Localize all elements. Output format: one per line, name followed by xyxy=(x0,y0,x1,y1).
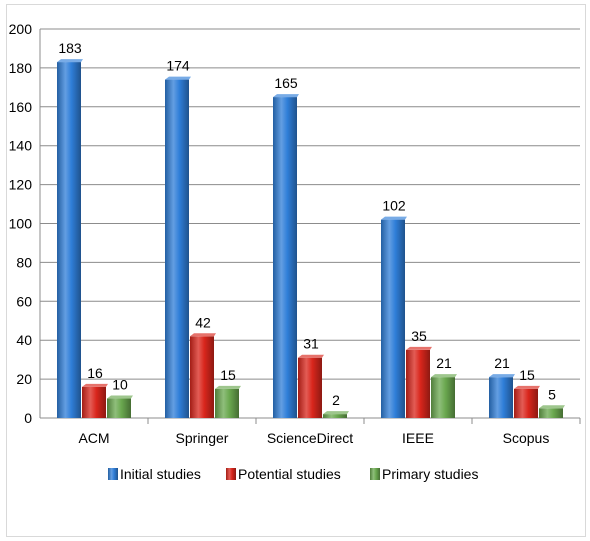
bar-cap-initial-studies-scopus xyxy=(489,374,515,378)
bar-potential-studies-scopus xyxy=(514,388,538,418)
data-label-primary-studies-sciencedirect: 2 xyxy=(332,392,340,408)
data-label-primary-studies-acm: 10 xyxy=(112,377,128,393)
y-tick-label-140: 140 xyxy=(9,138,33,154)
x-tick-label-springer: Springer xyxy=(176,430,229,446)
bar-primary-studies-sciencedirect xyxy=(323,414,347,418)
bar-cap-potential-studies-sciencedirect xyxy=(298,354,324,358)
y-tick-label-0: 0 xyxy=(24,410,32,426)
legend-swatch-primary-studies xyxy=(370,468,380,480)
bar-cap-potential-studies-acm xyxy=(82,383,108,387)
data-label-potential-studies-scopus: 15 xyxy=(519,367,535,383)
bar-cap-potential-studies-springer xyxy=(190,333,216,337)
bar-potential-studies-ieee xyxy=(406,349,430,418)
x-tick-label-ieee: IEEE xyxy=(402,430,434,446)
legend-label-primary-studies: Primary studies xyxy=(382,466,478,482)
bar-cap-potential-studies-scopus xyxy=(514,385,540,389)
y-tick-label-160: 160 xyxy=(9,99,33,115)
y-tick-label-180: 180 xyxy=(9,60,33,76)
legend-label-initial-studies: Initial studies xyxy=(120,466,201,482)
bar-cap-primary-studies-acm xyxy=(107,395,133,399)
bar-cap-initial-studies-acm xyxy=(57,59,83,63)
data-label-initial-studies-springer: 174 xyxy=(166,58,190,74)
bar-potential-studies-acm xyxy=(82,386,106,418)
bar-primary-studies-ieee xyxy=(431,377,455,418)
y-tick-label-80: 80 xyxy=(16,254,32,270)
bar-cap-initial-studies-sciencedirect xyxy=(273,94,299,98)
bar-primary-studies-springer xyxy=(215,388,239,418)
data-label-potential-studies-acm: 16 xyxy=(87,365,103,381)
data-label-primary-studies-scopus: 5 xyxy=(548,386,556,402)
bar-initial-studies-acm xyxy=(57,62,81,418)
legend-label-potential-studies: Potential studies xyxy=(238,466,341,482)
legend-swatch-potential-studies xyxy=(226,468,236,480)
bar-initial-studies-springer xyxy=(165,79,189,418)
data-label-primary-studies-ieee: 21 xyxy=(436,355,452,371)
x-tick-label-sciencedirect: ScienceDirect xyxy=(267,430,353,446)
bar-potential-studies-springer xyxy=(190,336,214,418)
data-label-potential-studies-springer: 42 xyxy=(195,314,211,330)
bar-cap-initial-studies-ieee xyxy=(381,216,407,220)
bar-potential-studies-sciencedirect xyxy=(298,357,322,418)
y-tick-label-100: 100 xyxy=(9,216,33,232)
bar-cap-potential-studies-ieee xyxy=(406,346,432,350)
data-label-potential-studies-ieee: 35 xyxy=(411,328,427,344)
bar-initial-studies-ieee xyxy=(381,219,405,418)
bar-cap-primary-studies-scopus xyxy=(539,405,565,409)
bar-cap-primary-studies-ieee xyxy=(431,374,457,378)
legend-swatch-initial-studies xyxy=(108,468,118,480)
bar-initial-studies-sciencedirect xyxy=(273,97,297,418)
data-label-initial-studies-scopus: 21 xyxy=(494,355,510,371)
x-tick-label-acm: ACM xyxy=(78,430,109,446)
bar-cap-primary-studies-springer xyxy=(215,385,241,389)
bar-initial-studies-scopus xyxy=(489,377,513,418)
data-label-initial-studies-ieee: 102 xyxy=(382,198,406,214)
y-tick-label-200: 200 xyxy=(9,21,33,37)
bar-primary-studies-acm xyxy=(107,398,131,418)
bar-primary-studies-scopus xyxy=(539,408,563,418)
y-tick-label-120: 120 xyxy=(9,177,33,193)
y-tick-label-20: 20 xyxy=(16,371,32,387)
bar-cap-primary-studies-sciencedirect xyxy=(323,411,349,415)
data-label-primary-studies-springer: 15 xyxy=(220,367,236,383)
y-tick-label-40: 40 xyxy=(16,332,32,348)
y-tick-label-60: 60 xyxy=(16,293,32,309)
data-label-potential-studies-sciencedirect: 31 xyxy=(303,336,319,352)
bar-cap-initial-studies-springer xyxy=(165,76,191,80)
x-tick-label-scopus: Scopus xyxy=(503,430,550,446)
data-label-initial-studies-acm: 183 xyxy=(58,40,82,56)
data-label-initial-studies-sciencedirect: 165 xyxy=(274,75,298,91)
